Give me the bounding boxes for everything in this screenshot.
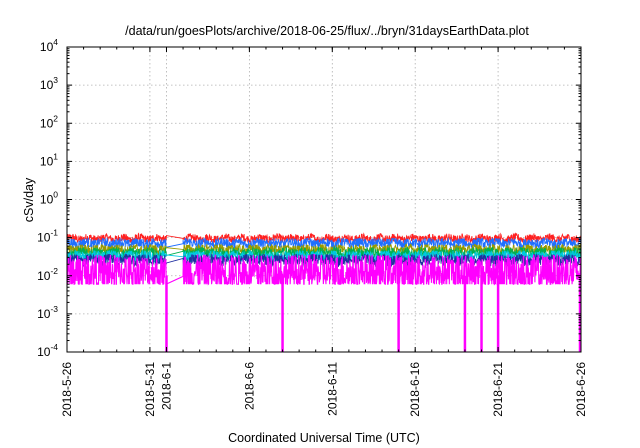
x-tick-label: 2018-6-11 [325, 362, 339, 416]
y-tick-label: 10-4 [37, 342, 58, 359]
x-tick-label: 2018-6-1 [159, 362, 173, 410]
series-line [66, 245, 582, 261]
chart-title: /data/run/goesPlots/archive/2018-06-25/f… [125, 24, 529, 38]
x-tick-label: 2018-6-6 [242, 362, 256, 410]
x-tick-label: 2018-6-26 [574, 362, 588, 417]
series-line [66, 243, 582, 256]
y-tick-label: 102 [40, 113, 58, 130]
x-tick-label: 2018-6-16 [408, 362, 422, 417]
y-tick-label: 101 [40, 151, 58, 168]
y-tick-label: 10-2 [37, 266, 58, 283]
axis-ticks [66, 46, 582, 353]
x-tick-labels: 2018-5-26 2018-5-31 2018-6-1 2018-6-6 2018-6… [60, 362, 588, 417]
y-axis-label: cSv/day [22, 177, 36, 222]
y-tick-label: 100 [40, 190, 58, 207]
series-line [66, 253, 582, 286]
y-tick-label: 103 [40, 75, 58, 92]
x-tick-label: 2018-6-21 [491, 362, 505, 417]
x-tick-label: 2018-5-31 [143, 362, 157, 417]
grid [67, 47, 581, 352]
y-tick-label: 10-1 [37, 228, 58, 245]
y-tick-label: 10-3 [37, 304, 58, 321]
x-axis-label: Coordinated Universal Time (UTC) [228, 431, 420, 445]
series-layer [66, 232, 582, 352]
x-tick-label: 2018-5-26 [60, 362, 74, 417]
y-tick-label: 104 [40, 37, 58, 54]
y-tick-labels: 10-4 10-3 10-2 10-1 100 101 102 103 104 [37, 37, 58, 359]
